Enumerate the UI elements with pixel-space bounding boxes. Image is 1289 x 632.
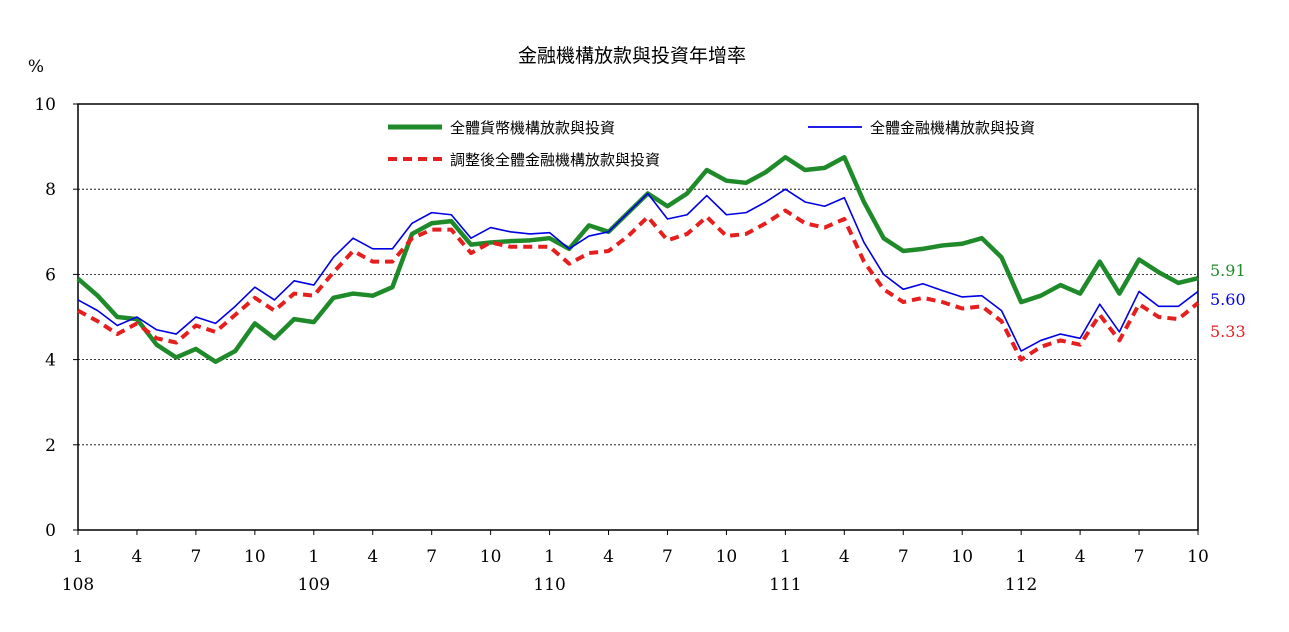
legend-label-total-financial: 全體金融機構放款與投資 bbox=[870, 119, 1035, 137]
y-tick-label: 2 bbox=[45, 436, 56, 456]
x-tick-year: 110 bbox=[533, 575, 565, 595]
x-tick-month: 1 bbox=[308, 547, 319, 567]
series-total-monetary-line bbox=[76, 155, 1199, 364]
x-tick-year: 109 bbox=[298, 575, 330, 595]
y-tick-label: 0 bbox=[45, 521, 56, 541]
end-value-labels: 5.91 5.60 5.33 bbox=[1210, 261, 1246, 341]
legend: 全體貨幣機構放款與投資 全體金融機構放款與投資 調整後全體金融機構放款與投資 bbox=[388, 119, 1035, 169]
x-tick-month: 4 bbox=[367, 547, 378, 567]
legend-item-total-monetary: 全體貨幣機構放款與投資 bbox=[388, 119, 615, 137]
legend-item-total-financial: 全體金融機構放款與投資 bbox=[808, 119, 1035, 137]
y-tick-label: 10 bbox=[34, 95, 56, 115]
x-tick-year: 112 bbox=[1005, 575, 1037, 595]
x-tick-month: 1 bbox=[544, 547, 555, 567]
x-tick-month: 4 bbox=[132, 547, 143, 567]
x-tick-month: 1 bbox=[780, 547, 791, 567]
x-tick-month: 1 bbox=[1016, 547, 1027, 567]
legend-item-adjusted-financial: 調整後全體金融機構放款與投資 bbox=[388, 151, 660, 169]
x-tick-month: 7 bbox=[190, 547, 201, 567]
x-tick-month: 10 bbox=[951, 547, 973, 567]
series-total-monetary-end-label: 5.91 bbox=[1210, 261, 1246, 280]
y-tick-label: 8 bbox=[45, 180, 56, 200]
x-tick-month: 10 bbox=[244, 547, 266, 567]
series-adjusted-financial-end-label: 5.33 bbox=[1210, 322, 1246, 341]
x-tick-month: 4 bbox=[603, 547, 614, 567]
grid-lines bbox=[78, 188, 1198, 446]
series-total-financial-end-label: 5.60 bbox=[1210, 290, 1246, 309]
x-tick-month: 1 bbox=[73, 547, 84, 567]
legend-label-total-monetary: 全體貨幣機構放款與投資 bbox=[450, 119, 615, 137]
x-tick-month: 4 bbox=[839, 547, 850, 567]
x-tick-month: 10 bbox=[480, 547, 502, 567]
x-tick-month: 10 bbox=[1187, 547, 1209, 567]
series-lines bbox=[76, 155, 1200, 364]
x-tick-month: 4 bbox=[1075, 547, 1086, 567]
y-axis-unit: % bbox=[28, 57, 44, 77]
x-tick-year: 111 bbox=[769, 575, 801, 595]
x-tick-year: 108 bbox=[62, 575, 94, 595]
plot-frame bbox=[77, 103, 1199, 531]
x-tick-month: 7 bbox=[1134, 547, 1145, 567]
x-tick-month: 10 bbox=[716, 547, 738, 567]
y-tick-label: 6 bbox=[45, 265, 56, 285]
x-tick-month: 7 bbox=[898, 547, 909, 567]
x-tick-month: 7 bbox=[426, 547, 437, 567]
legend-label-adjusted-financial: 調整後全體金融機構放款與投資 bbox=[450, 151, 660, 169]
x-tick-month: 7 bbox=[662, 547, 673, 567]
chart-title: 金融機構放款與投資年增率 bbox=[518, 45, 746, 67]
y-tick-label: 4 bbox=[45, 351, 56, 371]
y-axis-ticks: 0 2 4 6 8 10 bbox=[34, 95, 78, 541]
series-total-financial-line bbox=[77, 188, 1199, 352]
